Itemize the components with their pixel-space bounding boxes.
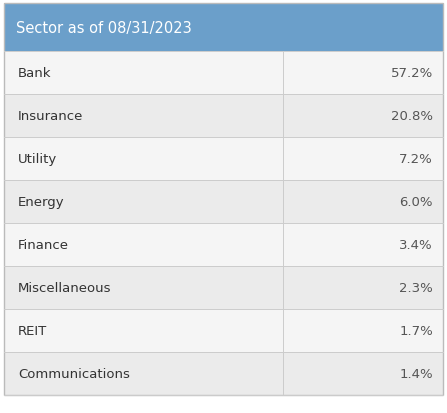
FancyBboxPatch shape [4, 309, 443, 352]
Text: 20.8%: 20.8% [391, 110, 433, 123]
Text: Communications: Communications [18, 367, 130, 380]
FancyBboxPatch shape [4, 266, 443, 309]
FancyBboxPatch shape [4, 180, 443, 223]
FancyBboxPatch shape [4, 95, 443, 138]
FancyBboxPatch shape [4, 223, 443, 266]
Text: 2.3%: 2.3% [399, 281, 433, 294]
Text: 1.7%: 1.7% [399, 324, 433, 337]
Text: Utility: Utility [18, 153, 57, 166]
Text: Bank: Bank [18, 67, 51, 80]
Text: 7.2%: 7.2% [399, 153, 433, 166]
Text: REIT: REIT [18, 324, 47, 337]
FancyBboxPatch shape [4, 52, 443, 95]
Text: 1.4%: 1.4% [399, 367, 433, 380]
Text: Finance: Finance [18, 238, 69, 252]
Text: 6.0%: 6.0% [400, 195, 433, 209]
Text: Sector as of 08/31/2023: Sector as of 08/31/2023 [16, 21, 192, 36]
Text: 3.4%: 3.4% [399, 238, 433, 252]
FancyBboxPatch shape [4, 352, 443, 395]
Text: Miscellaneous: Miscellaneous [18, 281, 111, 294]
Text: Insurance: Insurance [18, 110, 84, 123]
Text: Energy: Energy [18, 195, 65, 209]
FancyBboxPatch shape [4, 138, 443, 180]
FancyBboxPatch shape [4, 4, 443, 52]
Text: 57.2%: 57.2% [391, 67, 433, 80]
